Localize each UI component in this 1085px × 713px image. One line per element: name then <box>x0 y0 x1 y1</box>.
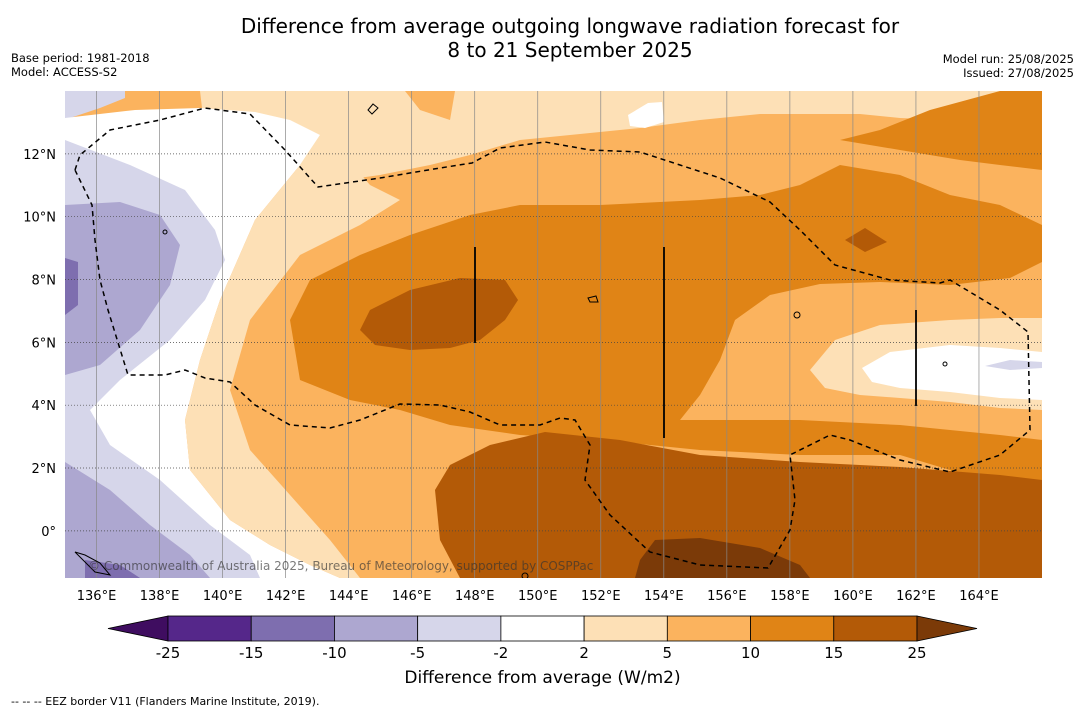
map-title: Difference from average outgoing longwav… <box>0 14 1085 62</box>
lon-tick-2: 140°E <box>203 589 243 604</box>
colorbar-label-9: 25 <box>907 644 926 662</box>
field-orange-central <box>290 165 1042 530</box>
colorbar-label-7: 10 <box>741 644 760 662</box>
field-purple-west <box>65 202 180 375</box>
model-run: Model run: 25/08/2025 <box>942 52 1074 66</box>
lon-tick-labels: 136°E 138°E 140°E 142°E 144°E 146°E 148°E 150°E… <box>77 589 999 604</box>
island-2 <box>793 311 801 319</box>
lat-tick-5: 2°N <box>32 462 57 477</box>
islands <box>74 103 948 578</box>
title-line-1: Difference from average outgoing longwav… <box>240 14 900 38</box>
base-period: Base period: 1981-2018 <box>11 51 150 65</box>
lon-tick-4: 144°E <box>329 589 369 604</box>
lat-tick-0: 12°N <box>23 148 56 163</box>
lat-tick-labels: 12°N 10°N 8°N 6°N 4°N 2°N 0° <box>23 148 56 540</box>
island-3 <box>162 229 168 235</box>
field-dark-orange-west <box>360 278 518 350</box>
lon-tick-8: 152°E <box>581 589 621 604</box>
lat-tick-6: 0° <box>41 525 56 540</box>
title-line-2: 8 to 21 September 2025 <box>447 38 693 62</box>
map-plot-area: © Commonwealth of Australia 2025, Bureau… <box>65 91 1042 578</box>
field-lavender-west <box>65 91 125 118</box>
eez-borders <box>74 107 1031 569</box>
island-7 <box>521 572 529 578</box>
colorbar-extend-max <box>916 615 978 642</box>
meta-right: Model run: 25/08/2025 Issued: 27/08/2025 <box>943 52 1074 80</box>
lon-tick-1: 138°E <box>140 589 180 604</box>
field-pale-west-band <box>185 135 400 578</box>
colorbar-extend-min <box>107 615 169 642</box>
model-name: Model: ACCESS-S2 <box>11 65 118 79</box>
island-4 <box>587 295 599 303</box>
colorbar-label-3: -5 <box>410 644 425 662</box>
lon-tick-14: 164°E <box>959 589 999 604</box>
colorbar-label-4: -2 <box>493 644 508 662</box>
colorbar-segment-7 <box>750 615 835 642</box>
colorbar-segment-1 <box>250 615 335 642</box>
lon-tick-5: 146°E <box>392 589 432 604</box>
colorbar-label-0: -25 <box>156 644 181 662</box>
field-white-east <box>862 345 1042 400</box>
lon-tick-6: 148°E <box>455 589 495 604</box>
colorbar-segment-0 <box>167 615 252 642</box>
field-pale-orange-north <box>200 91 1042 182</box>
lat-tick-4: 4°N <box>32 399 57 414</box>
lon-tick-0: 136°E <box>77 589 117 604</box>
colorbar-segment-4 <box>500 615 585 642</box>
footer-note: -- -- -- EEZ border V11 (Flanders Marine… <box>11 695 320 708</box>
colorbar-label-8: 15 <box>824 644 843 662</box>
colorbar-segment-5 <box>583 615 668 642</box>
colorbar-segment-3 <box>417 615 502 642</box>
field-dark-orange-east <box>845 228 887 252</box>
lat-tick-2: 8°N <box>32 274 57 289</box>
colorbar-label-2: -10 <box>322 644 347 662</box>
island-6 <box>942 361 948 367</box>
field-deep-purple-west <box>65 258 78 315</box>
lon-tick-3: 142°E <box>266 589 306 604</box>
copyright-text: © Commonwealth of Australia 2025, Bureau… <box>88 559 593 573</box>
lon-tick-10: 156°E <box>707 589 747 604</box>
field-orange-east-north <box>840 91 1042 170</box>
colorbar-label-6: 5 <box>663 644 673 662</box>
meta-left: Base period: 1981-2018 Model: ACCESS-S2 <box>11 51 150 79</box>
lon-tick-11: 158°E <box>770 589 810 604</box>
field-lavender-east <box>985 360 1042 370</box>
grid <box>65 91 1042 578</box>
colorbar-label-5: 2 <box>579 644 589 662</box>
vertical-lines <box>474 247 917 438</box>
island-5 <box>74 551 112 576</box>
colorbar-title: Difference from average (W/m2) <box>404 668 681 688</box>
field-white-north <box>628 102 664 128</box>
colorbar: -25 -15 -10 -5 -2 2 5 10 15 25 <box>107 615 978 662</box>
lon-tick-7: 150°E <box>518 589 558 604</box>
field-purple-southwest <box>65 462 210 578</box>
island-1 <box>367 103 379 115</box>
issued-date: Issued: 27/08/2025 <box>963 66 1074 80</box>
field-deep-purple-sw <box>85 560 140 578</box>
colorbar-segment-8 <box>833 615 918 642</box>
lon-tick-9: 154°E <box>644 589 684 604</box>
lat-tick-1: 10°N <box>23 211 56 226</box>
colorbar-label-1: -15 <box>239 644 264 662</box>
colorbar-segment-2 <box>334 615 419 642</box>
lat-tick-3: 6°N <box>32 336 57 351</box>
eez-border-fsm-palau <box>74 107 1031 569</box>
lon-tick-12: 160°E <box>833 589 873 604</box>
lon-tick-13: 162°E <box>896 589 936 604</box>
colorbar-segment-6 <box>666 615 751 642</box>
